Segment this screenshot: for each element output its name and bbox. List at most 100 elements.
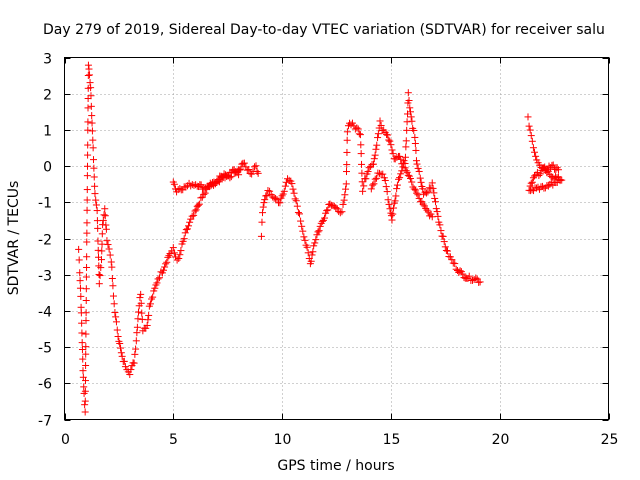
data-point	[357, 141, 365, 149]
data-point	[535, 171, 543, 179]
data-point	[101, 212, 109, 220]
data-point	[527, 179, 535, 187]
data-point	[338, 208, 346, 216]
data-point	[82, 343, 90, 351]
data-point	[114, 332, 122, 340]
data-point	[384, 131, 392, 139]
data-point	[83, 162, 91, 170]
data-point	[195, 200, 203, 208]
x-tick-label: 15	[383, 432, 401, 448]
data-point	[170, 180, 178, 188]
data-point	[441, 243, 449, 251]
data-point	[372, 145, 380, 153]
data-point	[393, 185, 401, 193]
data-point	[364, 168, 372, 176]
data-point	[549, 161, 557, 169]
data-point	[83, 263, 91, 271]
data-point	[110, 300, 118, 308]
data-point	[106, 251, 114, 259]
data-point	[156, 274, 164, 282]
data-point	[273, 196, 281, 204]
data-point	[291, 195, 299, 203]
data-point	[98, 240, 106, 248]
data-point	[419, 200, 427, 208]
data-point	[414, 191, 422, 199]
data-point	[343, 161, 351, 169]
data-point	[87, 102, 95, 110]
data-point	[264, 187, 272, 195]
data-point	[83, 238, 91, 246]
data-point	[81, 397, 89, 405]
data-point	[422, 204, 430, 212]
data-point	[224, 172, 232, 180]
data-point	[84, 141, 92, 149]
data-point	[403, 118, 411, 126]
data-point	[406, 108, 414, 116]
y-tick-label: -6	[38, 377, 52, 393]
data-point	[126, 371, 134, 379]
data-point	[176, 251, 184, 259]
data-point	[358, 160, 366, 168]
data-point	[81, 387, 89, 395]
data-point	[371, 175, 379, 183]
data-point	[175, 254, 183, 262]
data-point	[117, 349, 125, 357]
data-point	[358, 169, 366, 177]
data-point	[341, 191, 349, 199]
data-point	[397, 170, 405, 178]
data-point	[81, 408, 89, 416]
data-point	[407, 113, 415, 121]
data-point	[93, 207, 101, 215]
data-point	[290, 189, 298, 197]
data-point	[83, 172, 91, 180]
data-point	[83, 206, 91, 214]
data-point	[377, 122, 385, 130]
data-point	[395, 175, 403, 183]
data-point	[107, 258, 115, 266]
data-point	[78, 319, 86, 327]
data-point	[417, 178, 425, 186]
y-tick-labels: -7 -6 -5 -4 -3 -2 -1 0 1 2 3	[38, 52, 52, 430]
data-point	[387, 212, 395, 220]
data-point	[257, 232, 265, 240]
data-point	[254, 169, 262, 177]
data-point	[393, 181, 401, 189]
data-point	[259, 203, 267, 211]
data-point	[300, 233, 308, 241]
data-point	[113, 326, 121, 334]
data-point	[103, 237, 111, 245]
data-point	[182, 183, 190, 191]
data-point	[415, 167, 423, 175]
y-tick-label: 3	[43, 52, 52, 68]
data-point	[215, 178, 223, 186]
data-point	[386, 205, 394, 213]
data-point	[408, 178, 416, 186]
data-point	[534, 183, 542, 191]
data-point	[280, 187, 288, 195]
data-point	[316, 222, 324, 230]
data-point	[383, 188, 391, 196]
data-point	[431, 194, 439, 202]
data-point	[77, 292, 85, 300]
data-point	[369, 160, 377, 168]
data-point	[336, 209, 344, 217]
data-point	[403, 126, 411, 134]
data-point	[373, 141, 381, 149]
data-point	[354, 125, 362, 133]
data-point	[173, 256, 181, 264]
data-point	[412, 146, 420, 154]
data-point	[149, 293, 157, 301]
data-point	[102, 221, 110, 229]
data-point	[88, 127, 96, 135]
data-point	[429, 184, 437, 192]
data-point	[138, 309, 146, 317]
data-point	[90, 156, 98, 164]
data-point	[186, 218, 194, 226]
data-point	[91, 190, 99, 198]
data-point	[370, 180, 378, 188]
data-point	[82, 309, 90, 317]
data-point	[315, 227, 323, 235]
data-point	[411, 140, 419, 148]
data-point	[402, 167, 410, 175]
